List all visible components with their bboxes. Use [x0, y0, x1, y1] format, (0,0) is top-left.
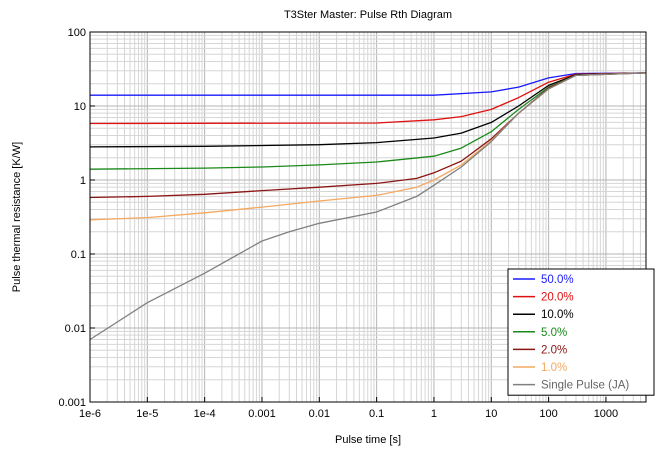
legend-entry: Single Pulse (JA)	[541, 380, 629, 392]
series-lines	[89, 72, 647, 341]
x-tick-label: 0.01	[309, 408, 330, 420]
y-tick-label: 1	[80, 175, 86, 187]
legend-entry: 50.0%	[541, 274, 574, 286]
chart-title: T3Ster Master: Pulse Rth Diagram	[284, 9, 452, 21]
x-tick-label: 1e-4	[194, 408, 216, 420]
x-tick-label: 1e-6	[79, 408, 101, 420]
legend-entry: 5.0%	[541, 327, 567, 339]
x-tick-label: 0.001	[248, 408, 276, 420]
series-line	[89, 72, 647, 341]
legend: 50.0% 20.0% 10.0% 5.0% 2.0% 1.0% Single Pulse …	[507, 268, 655, 396]
x-tick-label: 1e-5	[136, 408, 158, 420]
series-line	[89, 72, 647, 148]
series-line	[89, 72, 647, 170]
y-tick-label: 0.1	[71, 249, 86, 261]
x-tick-label: 1000	[594, 408, 618, 420]
x-tick-label: 0.1	[369, 408, 384, 420]
y-tick-label: 10	[74, 101, 86, 113]
x-tick-label: 1	[431, 408, 437, 420]
x-tick-label: 10	[485, 408, 497, 420]
plot-area-frame	[89, 31, 647, 403]
y-tick-label: 100	[68, 27, 86, 39]
x-axis-label: Pulse time [s]	[335, 434, 401, 446]
y-tick-label: 0.001	[58, 397, 86, 409]
legend-entry: 1.0%	[541, 362, 567, 374]
legend-entry: 2.0%	[541, 344, 567, 356]
series-line	[89, 72, 647, 125]
y-axis-label: Pulse thermal resistance [K/W]	[11, 142, 23, 292]
legend-entry: 10.0%	[541, 309, 574, 321]
legend-entry: 20.0%	[541, 292, 574, 304]
axis-ticks: 1e-6 1e-5 1e-4 0.001 0.01 0.1 1 10 100 1000 0.001 0…	[58, 27, 618, 420]
x-tick-label: 100	[539, 408, 557, 420]
y-tick-label: 0.01	[65, 323, 86, 335]
